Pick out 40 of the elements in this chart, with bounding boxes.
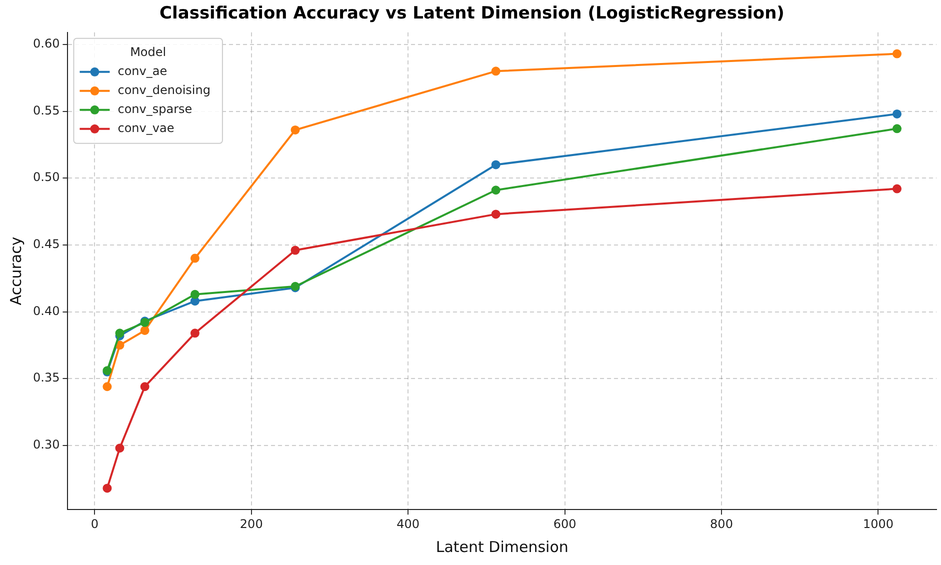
legend-label: conv_ae	[118, 64, 168, 78]
legend-title: Model	[130, 45, 166, 60]
x-axis-title: Latent Dimension	[436, 538, 568, 556]
point	[892, 124, 902, 134]
point	[892, 109, 902, 118]
legend-label: conv_vae	[118, 121, 174, 136]
x-tick-label: 600	[553, 516, 576, 531]
point	[115, 328, 124, 338]
x-tick-label: 800	[710, 516, 733, 531]
y-tick-label: 0.30	[33, 438, 60, 452]
legend-label: conv_sparse	[118, 102, 192, 116]
y-tick-label: 0.35	[33, 370, 60, 385]
point	[115, 444, 124, 453]
y-axis-title: Accuracy	[6, 236, 25, 306]
point	[290, 125, 300, 134]
legend-label: conv_denoising	[118, 83, 210, 98]
y-tick-label: 0.45	[33, 237, 60, 252]
x-tick-label: 400	[396, 516, 420, 531]
point	[892, 184, 902, 194]
point	[190, 328, 200, 338]
y-tick-label: 0.50	[33, 170, 60, 184]
point	[140, 382, 150, 392]
y-tick-label: 0.60	[33, 36, 60, 51]
point	[190, 290, 200, 299]
x-tick-label: 1000	[862, 516, 894, 531]
point	[491, 186, 500, 195]
point	[102, 382, 112, 392]
x-tick-label: 0	[90, 516, 98, 531]
point	[140, 326, 150, 335]
point	[491, 210, 500, 219]
y-tick-label: 0.40	[33, 304, 60, 318]
point	[892, 49, 902, 58]
point	[491, 66, 500, 76]
x-tick-label: 200	[240, 516, 263, 531]
y-tick-label: 0.55	[33, 103, 60, 118]
point	[491, 160, 500, 170]
point	[102, 484, 112, 493]
point	[190, 254, 200, 263]
point	[290, 246, 300, 255]
chart-title: Classification Accuracy vs Latent Dimension (LogisticRegression)	[160, 4, 784, 24]
